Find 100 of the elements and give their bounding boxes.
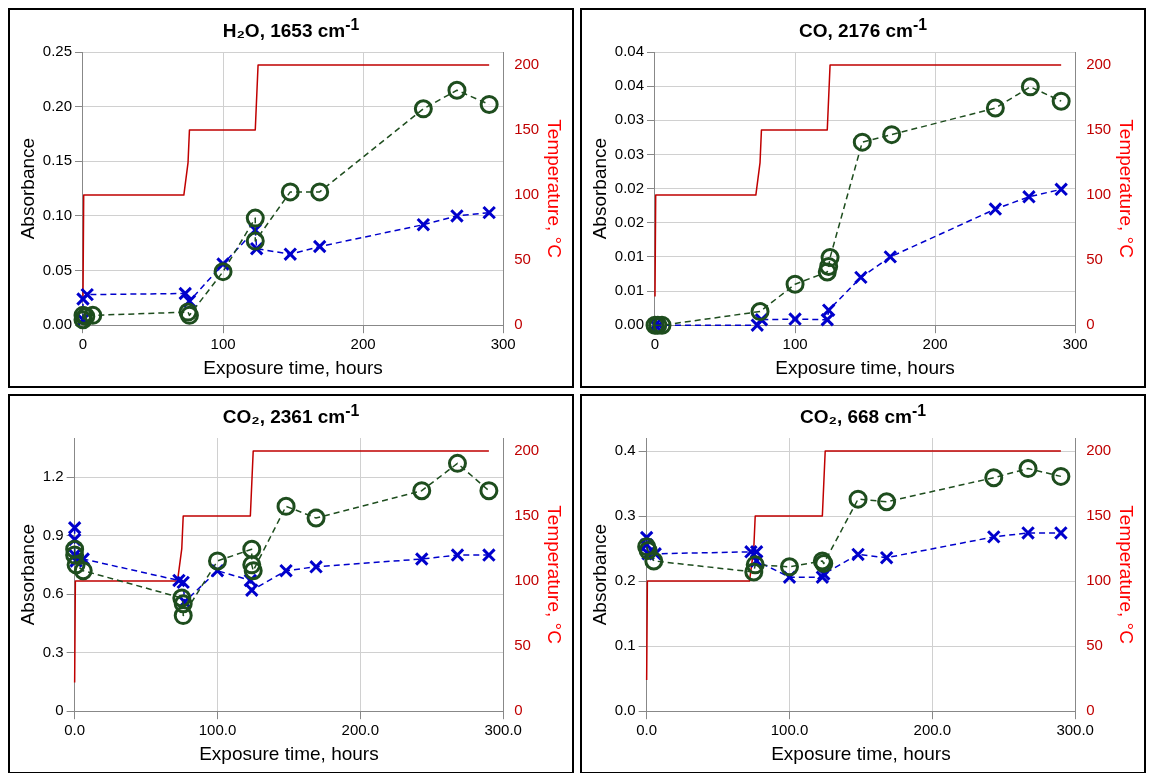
point bbox=[447, 453, 467, 473]
point bbox=[242, 539, 262, 559]
chart-title: CO₂, 668 cm$^{-1}$ bbox=[799, 402, 927, 428]
point bbox=[1051, 91, 1071, 111]
y-tick-label: 0 bbox=[55, 701, 64, 719]
point bbox=[171, 573, 187, 588]
point bbox=[1020, 77, 1040, 97]
y2-axis-title: Temperature, °C bbox=[544, 119, 566, 258]
x-tick-label: 100 bbox=[782, 335, 808, 353]
x-tick-label: 0 bbox=[650, 335, 660, 353]
y2-tick-label: 150 bbox=[514, 506, 540, 524]
y2-axis-title: Temperature, °C bbox=[1116, 505, 1138, 644]
x-tick-label: 200 bbox=[350, 335, 376, 353]
y-tick-label: 0.3 bbox=[614, 506, 636, 524]
point bbox=[744, 562, 764, 582]
y-tick-label: 0.10 bbox=[42, 206, 72, 224]
point bbox=[306, 508, 326, 528]
y-tick-label: 0.05 bbox=[42, 260, 72, 278]
y2-axis-title: Temperature, °C bbox=[1116, 119, 1138, 258]
x-tick-label: 300 bbox=[490, 335, 516, 353]
point bbox=[482, 205, 497, 220]
y2-tick-label: 200 bbox=[514, 441, 540, 459]
y-tick-label: 0.02 bbox=[614, 212, 644, 230]
y-tick-label: 0.00 bbox=[42, 315, 72, 333]
y2-axis-title: Temperature, °C bbox=[544, 505, 566, 644]
point bbox=[1051, 466, 1071, 486]
point bbox=[883, 249, 898, 265]
y-tick-label: 0.1 bbox=[614, 636, 636, 654]
x-tick-label: 100.0 bbox=[198, 721, 237, 739]
point bbox=[308, 559, 324, 574]
y-tick-label: 0.01 bbox=[614, 247, 644, 265]
y-axis-title: Absorbance bbox=[16, 523, 38, 626]
point bbox=[750, 318, 765, 333]
y-tick-label: 0.04 bbox=[614, 76, 644, 94]
point bbox=[242, 555, 262, 575]
y2-tick-label: 0 bbox=[1086, 315, 1095, 333]
point bbox=[779, 557, 799, 577]
y2-tick-label: 150 bbox=[1086, 120, 1112, 138]
y-tick-label: 0.2 bbox=[614, 571, 636, 589]
point bbox=[481, 547, 497, 563]
y-tick-label: 0.3 bbox=[42, 642, 64, 660]
point bbox=[312, 239, 327, 254]
y2-tick-label: 50 bbox=[514, 636, 531, 654]
point bbox=[178, 286, 193, 301]
chart-title: CO, 2176 cm$^{-1}$ bbox=[797, 16, 929, 42]
x-tick-label: 200.0 bbox=[913, 721, 952, 739]
y-tick-label: 0.02 bbox=[614, 178, 644, 196]
point bbox=[416, 217, 431, 232]
point bbox=[1020, 525, 1036, 541]
point bbox=[276, 496, 296, 516]
point bbox=[787, 311, 803, 327]
y2-tick-label: 150 bbox=[514, 120, 540, 138]
point bbox=[450, 547, 465, 563]
y2-tick-label: 200 bbox=[1086, 55, 1112, 73]
x-tick-label: 0 bbox=[78, 335, 88, 353]
point bbox=[785, 274, 805, 294]
point bbox=[1053, 525, 1069, 541]
y2-tick-label: 50 bbox=[1086, 250, 1103, 268]
x-tick-label: 200.0 bbox=[341, 721, 380, 739]
y-tick-label: 0.25 bbox=[42, 42, 72, 60]
point bbox=[750, 302, 770, 322]
x-tick-label: 300.0 bbox=[1056, 721, 1094, 739]
point bbox=[83, 305, 103, 325]
point bbox=[245, 231, 265, 251]
x-axis-title: Exposure time, hours bbox=[771, 742, 951, 764]
x-axis-title: Exposure time, hours bbox=[203, 356, 383, 378]
point bbox=[278, 563, 294, 578]
point bbox=[172, 588, 192, 608]
y-tick-label: 1.2 bbox=[42, 467, 64, 485]
point bbox=[412, 481, 432, 501]
y-axis-title: Absorbance bbox=[588, 523, 610, 626]
point bbox=[1054, 182, 1069, 197]
point bbox=[988, 201, 1003, 217]
y-axis-title: Absorbance bbox=[16, 137, 38, 240]
point bbox=[243, 561, 263, 581]
chart-title: H₂O, 1653 cm$^{-1}$ bbox=[221, 16, 361, 42]
y2-tick-label: 200 bbox=[514, 55, 540, 73]
x-axis-title: Exposure time, hours bbox=[775, 356, 955, 378]
point bbox=[310, 182, 330, 202]
point bbox=[986, 529, 1001, 545]
x-tick-label: 200 bbox=[922, 335, 948, 353]
y-tick-label: 0.15 bbox=[42, 151, 72, 169]
point bbox=[848, 489, 868, 509]
y-tick-label: 0.20 bbox=[42, 96, 72, 114]
point bbox=[879, 550, 894, 565]
x-tick-label: 300 bbox=[1062, 335, 1088, 353]
point bbox=[73, 561, 93, 581]
point bbox=[877, 492, 897, 512]
point bbox=[1021, 189, 1037, 204]
x-axis-title: Exposure time, hours bbox=[199, 742, 379, 764]
y-tick-label: 0.0 bbox=[614, 701, 636, 719]
x-tick-label: 300.0 bbox=[484, 721, 522, 739]
point bbox=[815, 570, 830, 585]
chart-title: CO₂, 2361 cm$^{-1}$ bbox=[221, 402, 361, 428]
point bbox=[984, 468, 1004, 488]
y-tick-label: 0.03 bbox=[614, 110, 644, 128]
y2-tick-label: 100 bbox=[514, 185, 540, 203]
point bbox=[447, 80, 467, 100]
point bbox=[449, 208, 465, 224]
y-tick-label: 0.9 bbox=[42, 525, 64, 543]
